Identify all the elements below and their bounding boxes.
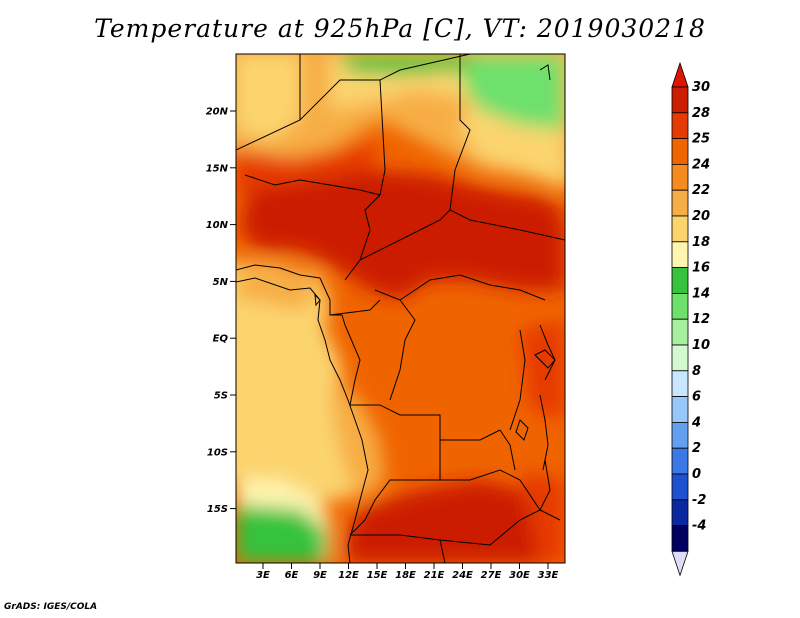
colorbar-swatch (671, 163, 689, 191)
lon-label: 9E (313, 570, 327, 581)
colorbar-label: 18 (692, 235, 710, 250)
colorbar-swatch (671, 267, 689, 294)
colorbar-label: 8 (692, 364, 701, 379)
colorbar-swatch (671, 112, 689, 140)
colorbar-swatch (671, 473, 689, 501)
colorbar-label: 2 (692, 441, 701, 456)
lat-label: 20N (206, 107, 229, 118)
colorbar-label: 10 (692, 338, 710, 353)
map-frame (235, 53, 566, 564)
colorbar-swatch (671, 344, 689, 372)
colorbar-swatch (671, 370, 689, 397)
colorbar-label: 14 (692, 286, 710, 301)
colorbar-swatch (671, 189, 689, 217)
lon-label: 12E (338, 570, 359, 581)
lon-label: 33E (538, 570, 559, 581)
colorbar-label: -4 (692, 519, 706, 534)
colorbar-top-arrow (671, 61, 689, 88)
colorbar-label: 28 (692, 106, 710, 121)
colorbar-label: 25 (692, 132, 710, 147)
lat-label: 5S (214, 391, 228, 402)
lat-label: 10N (206, 220, 229, 231)
lat-label: 15N (206, 163, 229, 174)
colorbar-label: 24 (692, 157, 710, 172)
colorbar-label: 12 (692, 312, 710, 327)
colorbar-label: 30 (692, 80, 710, 95)
colorbar-label: -2 (692, 493, 706, 508)
lon-label: 18E (395, 570, 416, 581)
colorbar-swatch (671, 215, 689, 243)
longitude-ticks: 3E 6E 9E 12E 15E 18E 21E 24E 27E 30E 33E (256, 563, 559, 581)
lon-label: 21E (424, 570, 445, 581)
lat-label: EQ (213, 334, 229, 345)
colorbar-swatch (671, 86, 689, 114)
colorbar-swatch (671, 525, 689, 552)
lat-label: 10S (207, 447, 228, 458)
country-borders (236, 54, 565, 563)
colorbar-swatch (671, 499, 689, 526)
lat-label: 15S (207, 504, 228, 515)
colorbar-swatch (671, 241, 689, 269)
coastlines (236, 64, 556, 563)
lon-label: 3E (256, 570, 270, 581)
colorbar-label: 20 (692, 209, 710, 224)
colorbar-swatch (671, 396, 689, 423)
latitude-ticks: 20N 15N 10N 5N EQ 5S 10S 15S (206, 107, 236, 515)
lat-label: 5N (213, 277, 229, 288)
lon-label: 27E (481, 570, 502, 581)
colorbar-label: 16 (692, 261, 710, 276)
lon-label: 6E (285, 570, 299, 581)
lon-label: 24E (452, 570, 473, 581)
lon-label: 15E (367, 570, 388, 581)
colorbar-swatch (671, 447, 689, 475)
colorbar-bottom-arrow (671, 551, 689, 577)
lon-label: 30E (509, 570, 530, 581)
temperature-field (236, 54, 565, 563)
colorbar-label: 6 (692, 390, 701, 405)
colorbar-swatch (671, 292, 689, 320)
colorbar-swatch (671, 421, 689, 449)
grads-credit: GrADS: IGES/COLA (4, 602, 98, 612)
map-title: Temperature at 925hPa [C], VT: 201903021… (94, 14, 706, 43)
colorbar-label: 0 (692, 467, 701, 482)
colorbar-label: 22 (692, 183, 710, 198)
colorbar-swatch (671, 138, 689, 165)
colorbar-label: 4 (691, 415, 701, 430)
colorbar-swatch (671, 318, 689, 346)
